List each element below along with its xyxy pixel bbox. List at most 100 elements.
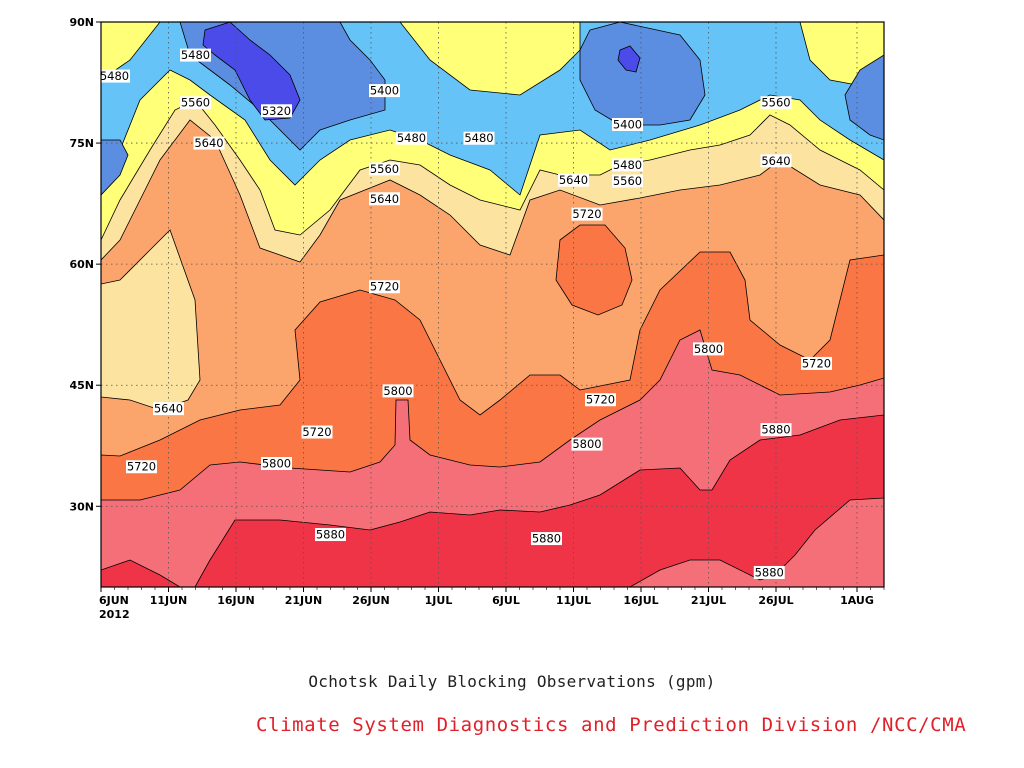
contour-label-bg bbox=[693, 342, 724, 356]
chart-title: Ochotsk Daily Blocking Observations (gpm… bbox=[308, 672, 716, 691]
y-axis: 30N 45N 60N 75N 90N bbox=[69, 16, 101, 513]
contour-label-text: 5640 bbox=[559, 173, 588, 187]
contour-label-bg bbox=[531, 532, 562, 546]
contour-label: 5720 bbox=[571, 207, 603, 221]
y-tick-label: 75N bbox=[69, 137, 94, 150]
band-5720-5800-island bbox=[555, 224, 633, 316]
contour-label-bg bbox=[571, 437, 603, 451]
contour-label: 5560 bbox=[612, 174, 643, 188]
contour-label: 5880 bbox=[753, 565, 785, 579]
contour-label-text: 5560 bbox=[370, 162, 399, 176]
contour-label-text: 5560 bbox=[761, 96, 790, 110]
contour-label-text: 5480 bbox=[464, 131, 493, 145]
contour-label: 5480 bbox=[180, 48, 211, 62]
contour-label: 5800 bbox=[693, 342, 724, 356]
band-below-5320-east bbox=[617, 45, 641, 73]
contour-label-text: 5720 bbox=[802, 356, 831, 370]
contour-label-bg bbox=[193, 136, 225, 150]
contour-label-text: 5480 bbox=[613, 158, 642, 172]
contour-label-text: 5560 bbox=[181, 96, 210, 110]
contour-label: 5400 bbox=[369, 84, 400, 98]
contour-label-text: 5640 bbox=[370, 192, 399, 206]
contour-label-bg bbox=[463, 131, 495, 145]
contour-label-bg bbox=[760, 154, 792, 168]
contour-label-bg bbox=[261, 457, 292, 471]
contour-labels: 5480 5480 5560 5640 5320 5400 5480 5480 5560 5640… bbox=[99, 48, 832, 579]
contour-label-text: 5880 bbox=[761, 423, 790, 437]
contour-label: 5560 bbox=[369, 162, 400, 176]
x-tick-label: 1AUG bbox=[840, 594, 874, 607]
x-tick-label: 26JUN bbox=[352, 594, 390, 607]
contour-label: 5560 bbox=[760, 96, 792, 110]
y-tick-label: 60N bbox=[69, 258, 94, 271]
contour-label-text: 5640 bbox=[761, 154, 790, 168]
contour-label: 5320 bbox=[261, 104, 292, 118]
contour-label-bg bbox=[396, 131, 427, 145]
contour-bands bbox=[101, 22, 884, 587]
contour-label-bg bbox=[261, 104, 292, 118]
contour-label-bg bbox=[153, 402, 184, 416]
contour-label: 5480 bbox=[396, 131, 427, 145]
contour-label-bg bbox=[369, 162, 400, 176]
contour-label-bg bbox=[126, 460, 157, 474]
contour-label-text: 5800 bbox=[572, 437, 601, 451]
contour-label-text: 5320 bbox=[262, 104, 291, 118]
contour-label-bg bbox=[369, 280, 400, 294]
x-tick-sublabel: 2012 bbox=[99, 608, 130, 621]
contour-label: 5640 bbox=[558, 173, 589, 187]
contour-label-bg bbox=[585, 393, 616, 407]
contour-label: 5800 bbox=[261, 457, 292, 471]
x-tick-label: 1JUL bbox=[425, 594, 453, 607]
y-tick-label: 45N bbox=[69, 379, 94, 392]
contour-label: 5560 bbox=[180, 96, 211, 110]
contour-label-text: 5720 bbox=[302, 425, 331, 439]
contour-label-bg bbox=[180, 48, 211, 62]
contour-label-bg bbox=[369, 84, 400, 98]
x-tick-label: 16JUL bbox=[623, 594, 658, 607]
contour-label-text: 5720 bbox=[370, 280, 399, 294]
contour-label-bg bbox=[612, 174, 643, 188]
contour-label-text: 5800 bbox=[383, 384, 412, 398]
contour-label: 5720 bbox=[801, 356, 832, 370]
contour-label: 5640 bbox=[193, 136, 225, 150]
x-tick-label: 6JUL bbox=[492, 594, 520, 607]
contour-label: 5880 bbox=[315, 528, 346, 542]
credit-text: Climate System Diagnostics and Predictio… bbox=[256, 714, 967, 736]
y-tick-label: 30N bbox=[69, 500, 94, 513]
contour-label: 5480 bbox=[99, 69, 130, 83]
band-5320-5400-leftedge bbox=[101, 139, 129, 196]
contour-label-bg bbox=[612, 118, 643, 132]
y-tick-label: 90N bbox=[69, 16, 94, 29]
contour-label-bg bbox=[571, 207, 603, 221]
contour-label: 5720 bbox=[585, 393, 616, 407]
contour-label: 5800 bbox=[382, 384, 414, 398]
x-tick-label: 21JUN bbox=[285, 594, 323, 607]
contour-label-text: 5800 bbox=[262, 457, 291, 471]
contour-label: 5480 bbox=[463, 131, 495, 145]
band-5320-5400-right bbox=[844, 54, 884, 141]
x-tick-label: 11JUL bbox=[556, 594, 591, 607]
contour-label: 5640 bbox=[153, 402, 184, 416]
contour-label-text: 5720 bbox=[572, 207, 601, 221]
contour-label-bg bbox=[301, 425, 333, 439]
contour-label-text: 5640 bbox=[154, 402, 183, 416]
contour-label: 5640 bbox=[369, 192, 400, 206]
contour-label-bg bbox=[558, 173, 589, 187]
contour-label: 5720 bbox=[301, 425, 333, 439]
contour-label-text: 5400 bbox=[613, 118, 642, 132]
band-5560-5640-left bbox=[101, 229, 201, 411]
contour-label-bg bbox=[760, 96, 792, 110]
contour-label-bg bbox=[180, 96, 211, 110]
contour-label-bg bbox=[801, 356, 832, 370]
contour-label: 5480 bbox=[612, 158, 643, 172]
contour-label-bg bbox=[760, 423, 792, 437]
contour-label-bg bbox=[99, 69, 130, 83]
band-5320-5400-east bbox=[579, 22, 706, 126]
contour-label-bg bbox=[753, 565, 785, 579]
x-tick-label: 6JUN bbox=[99, 594, 129, 607]
contour-label: 5880 bbox=[531, 532, 562, 546]
contour-label-text: 5640 bbox=[194, 136, 223, 150]
contour-label-text: 5400 bbox=[370, 84, 399, 98]
